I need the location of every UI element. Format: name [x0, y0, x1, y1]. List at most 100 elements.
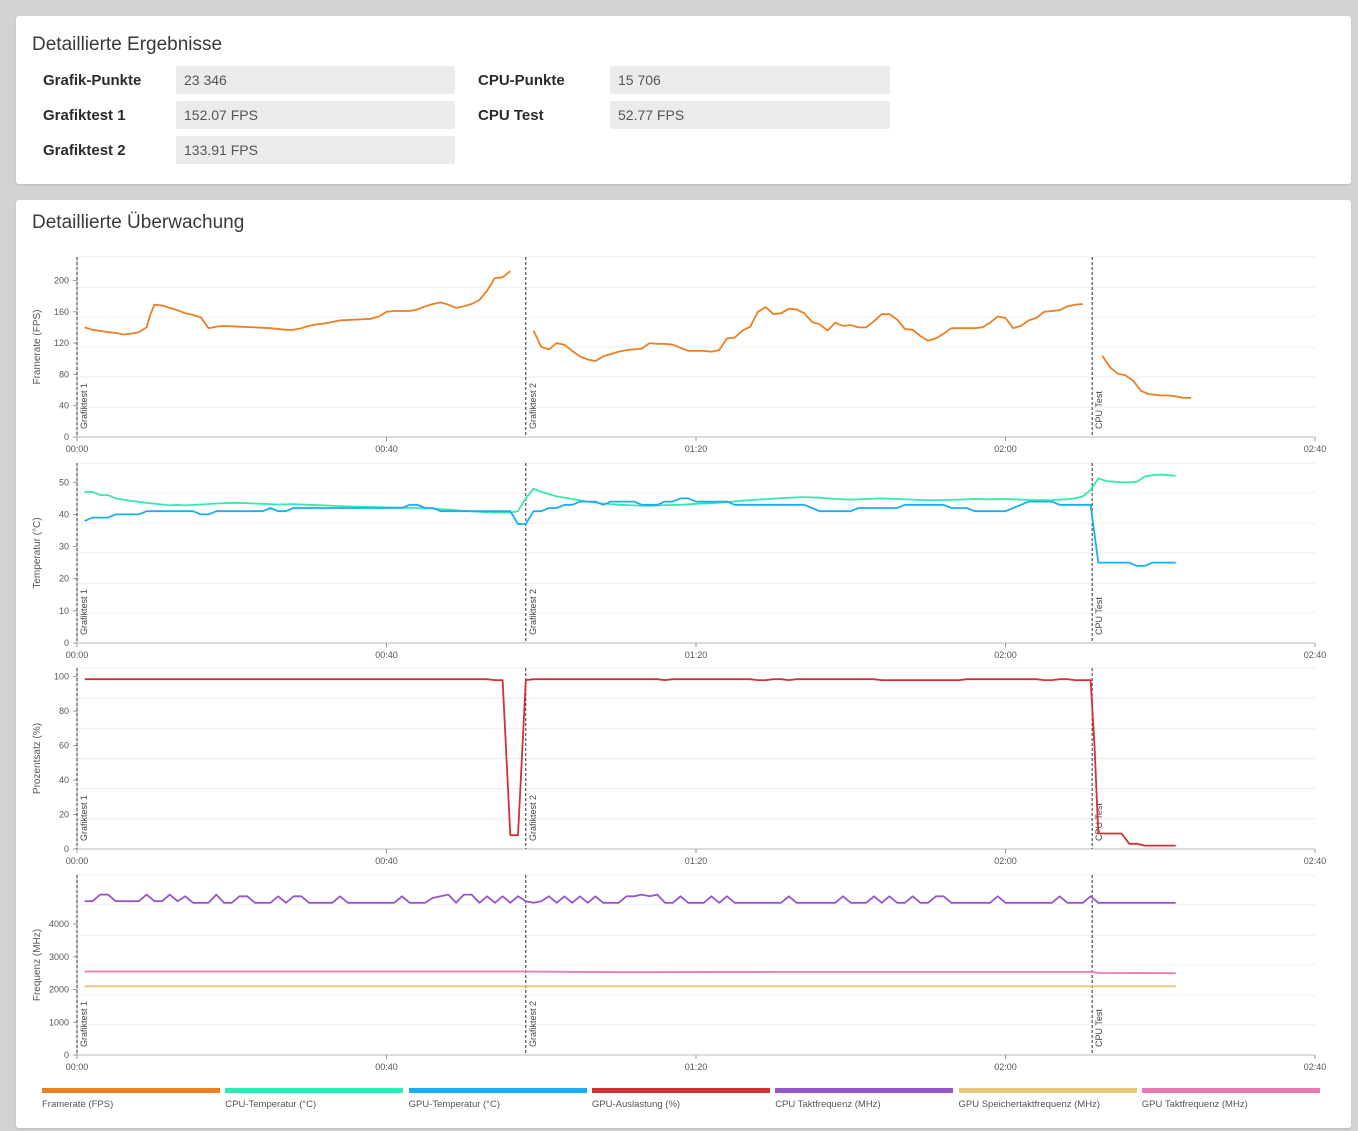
y-tick-label: 40	[59, 401, 69, 411]
y-tick-label: 0	[64, 638, 69, 648]
x-tick-label: 00:00	[66, 650, 89, 660]
result-label-grafiktest-2: Grafiktest 2	[43, 142, 126, 159]
legend-item[interactable]: GPU-Temperatur (°C)	[408, 1088, 587, 1110]
x-tick-label: 00:40	[375, 650, 398, 660]
section-marker-label: CPU Test	[1094, 803, 1104, 841]
results-panel: Detaillierte Ergebnisse Grafik-Punkte 23…	[16, 16, 1351, 184]
series-line	[1101, 355, 1192, 399]
y-tick-label: 160	[54, 307, 69, 317]
y-tick-label: 2000	[49, 985, 69, 995]
x-tick-label: 00:40	[375, 444, 398, 454]
result-value-cpu-test: 52.77 FPS	[610, 101, 890, 129]
y-tick-label: 80	[59, 706, 69, 716]
x-tick-label: 02:40	[1304, 650, 1327, 660]
section-marker-label: Grafiktest 1	[79, 1001, 89, 1047]
legend-item[interactable]: CPU Taktfrequenz (MHz)	[775, 1088, 954, 1110]
x-tick-label: 01:20	[685, 856, 708, 866]
legend-label: GPU-Auslastung (%)	[591, 1099, 681, 1110]
x-tick-label: 00:40	[375, 856, 398, 866]
y-tick-label: 80	[59, 369, 69, 379]
y-tick-label: 0	[64, 1050, 69, 1060]
result-value-grafiktest-2: 133.91 FPS	[176, 136, 455, 164]
result-value-grafiktest-1: 152.07 FPS	[176, 101, 455, 129]
x-tick-label: 00:00	[66, 856, 89, 866]
legend-item[interactable]: GPU-Auslastung (%)	[591, 1088, 770, 1110]
y-tick-label: 3000	[49, 952, 69, 962]
legend-swatch	[408, 1088, 587, 1093]
section-marker-label: Grafiktest 2	[528, 795, 538, 841]
result-value-cpu-punkte: 15 706	[610, 66, 890, 94]
result-label-cpu-punkte: CPU-Punkte	[478, 72, 565, 89]
x-tick-label: 01:20	[685, 1062, 708, 1072]
legend-label: CPU Taktfrequenz (MHz)	[775, 1099, 881, 1110]
legend-item[interactable]: GPU Speichertaktfrequenz (MHz)	[958, 1088, 1137, 1110]
section-marker-label: CPU Test	[1094, 597, 1104, 635]
y-tick-label: 10	[59, 606, 69, 616]
results-title: Detaillierte Ergebnisse	[32, 34, 223, 55]
y-tick-label: 0	[64, 844, 69, 854]
y-axis-label: Temperatur (°C)	[32, 517, 43, 588]
series-line	[532, 303, 1083, 362]
legend-label: GPU-Temperatur (°C)	[408, 1099, 501, 1110]
legend-label: Framerate (FPS)	[42, 1099, 114, 1110]
result-value-grafik-punkte: 23 346	[176, 66, 455, 94]
legend-item[interactable]: CPU-Temperatur (°C)	[225, 1088, 404, 1110]
legend-swatch	[225, 1088, 404, 1093]
section-marker-label: Grafiktest 1	[79, 383, 89, 429]
y-tick-label: 0	[64, 432, 69, 442]
y-tick-label: 1000	[49, 1017, 69, 1027]
x-tick-label: 01:20	[685, 444, 708, 454]
x-tick-label: 02:40	[1304, 856, 1327, 866]
series-line	[84, 497, 1176, 567]
legend-swatch	[958, 1088, 1137, 1093]
legend-item[interactable]: GPU Taktfrequenz (MHz)	[1141, 1088, 1320, 1110]
x-tick-label: 02:00	[994, 444, 1017, 454]
x-tick-label: 02:00	[994, 650, 1017, 660]
legend-label: GPU Taktfrequenz (MHz)	[1141, 1099, 1248, 1110]
section-marker-label: CPU Test	[1094, 1009, 1104, 1047]
monitoring-title: Detaillierte Überwachung	[32, 212, 245, 233]
section-marker-label: Grafiktest 1	[79, 795, 89, 841]
y-tick-label: 40	[59, 509, 69, 519]
legend-label: GPU Speichertaktfrequenz (MHz)	[958, 1099, 1101, 1110]
y-tick-label: 20	[59, 574, 69, 584]
section-marker-label: Grafiktest 1	[79, 589, 89, 635]
section-marker-label: CPU Test	[1094, 391, 1104, 429]
y-tick-label: 30	[59, 542, 69, 552]
y-tick-label: 120	[54, 338, 69, 348]
x-tick-label: 02:00	[994, 856, 1017, 866]
y-tick-label: 200	[54, 275, 69, 285]
x-tick-label: 01:20	[685, 650, 708, 660]
legend-swatch	[1141, 1088, 1320, 1093]
section-marker-label: Grafiktest 2	[528, 383, 538, 429]
x-tick-label: 00:00	[66, 444, 89, 454]
series-line	[84, 678, 1176, 847]
x-tick-label: 02:00	[994, 1062, 1017, 1072]
y-tick-label: 100	[54, 672, 69, 682]
series-line	[84, 270, 511, 336]
y-tick-label: 4000	[49, 919, 69, 929]
x-tick-label: 02:40	[1304, 1062, 1327, 1072]
result-label-cpu-test: CPU Test	[478, 107, 544, 124]
series-line	[84, 893, 1176, 904]
x-tick-label: 02:40	[1304, 444, 1327, 454]
legend-item[interactable]: Framerate (FPS)	[42, 1088, 220, 1110]
legend-swatch	[775, 1088, 954, 1093]
series-line	[84, 473, 1176, 514]
x-tick-label: 00:40	[375, 1062, 398, 1072]
y-tick-label: 50	[59, 477, 69, 487]
y-axis-label: Frequenz (MHz)	[32, 929, 43, 1001]
y-tick-label: 40	[59, 775, 69, 785]
legend-swatch	[42, 1088, 220, 1093]
legend-swatch	[591, 1088, 770, 1093]
result-label-grafiktest-1: Grafiktest 1	[43, 107, 126, 124]
y-axis-label: Prozentsatz (%)	[32, 723, 43, 794]
y-axis-label: Framerate (FPS)	[32, 309, 43, 384]
y-tick-label: 20	[59, 810, 69, 820]
result-label-grafik-punkte: Grafik-Punkte	[43, 72, 142, 89]
x-tick-label: 00:00	[66, 1062, 89, 1072]
y-tick-label: 60	[59, 741, 69, 751]
legend-label: CPU-Temperatur (°C)	[225, 1099, 317, 1110]
section-marker-label: Grafiktest 2	[528, 1001, 538, 1047]
